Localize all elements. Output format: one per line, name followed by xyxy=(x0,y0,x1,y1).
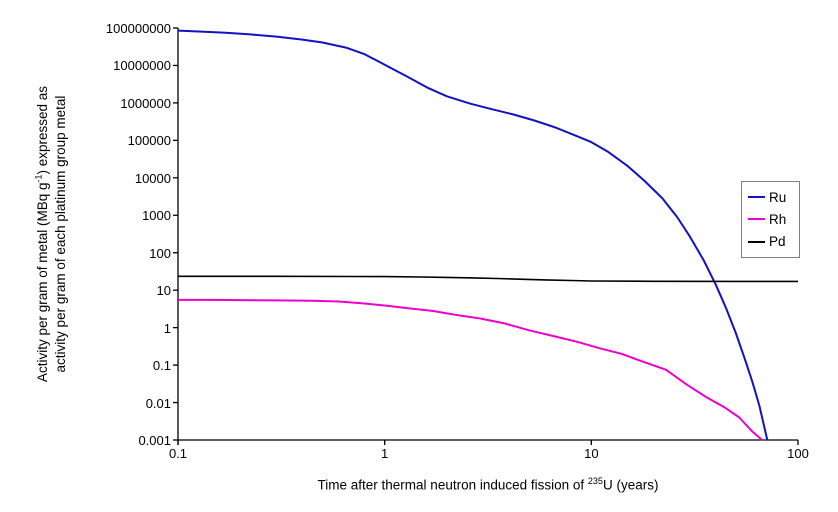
legend-box: Ru Rh Pd xyxy=(741,181,800,258)
superscript-minus1: -1 xyxy=(33,174,43,183)
x-axis-title: Time after thermal neutron induced fissi… xyxy=(317,476,659,493)
ru-curve xyxy=(177,29,769,441)
pd-line-sample xyxy=(748,240,765,243)
y-tick-label: 1000 xyxy=(142,208,171,224)
x-tick-label: 0.1 xyxy=(168,446,188,461)
y-tick-label: 100 xyxy=(149,245,171,261)
y-tick-label: 0.01 xyxy=(145,395,171,411)
rh-line-sample xyxy=(748,218,765,221)
series-curves xyxy=(177,29,798,441)
x-tick-label: 10 xyxy=(584,446,599,461)
y-tick-label: 100000000 xyxy=(105,21,171,36)
axes xyxy=(173,27,799,445)
ru-line-sample xyxy=(748,196,765,199)
legend-entry-pd: Pd xyxy=(748,234,795,249)
y-axis-title-line1: Activity per gram of metal (MBq g-1) exp… xyxy=(33,85,50,383)
y-axis-tick-labels: 100000000 10000000 1000000 100000 10000 1000 1… xyxy=(0,0,171,512)
y-tick-label: 1 xyxy=(163,320,171,336)
y-tick-label: 1000000 xyxy=(120,95,171,111)
y-tick-label: 0.001 xyxy=(138,433,171,448)
legend-label-ru: Ru xyxy=(769,189,787,205)
y-tick-label: 100000 xyxy=(127,133,171,149)
legend-entry-rh: Rh xyxy=(748,212,795,227)
legend-entry-ru: Ru xyxy=(748,190,795,205)
superscript-235: 235 xyxy=(587,476,603,486)
pd-curve xyxy=(178,275,798,283)
x-tick-label: 100 xyxy=(787,446,809,461)
x-axis-tick-labels: 0.1 1 10 100 xyxy=(0,446,838,466)
x-tick-label: 1 xyxy=(381,446,389,461)
y-tick-label: 0.1 xyxy=(152,358,171,374)
legend-label-rh: Rh xyxy=(769,211,787,227)
y-tick-label: 10000000 xyxy=(113,58,171,74)
y-tick-label: 10000 xyxy=(134,170,171,186)
y-axis-title-line2: activity per gram of each platinum group… xyxy=(52,95,68,373)
y-tick-label: 10 xyxy=(156,283,171,299)
legend-label-pd: Pd xyxy=(769,234,786,250)
rh-curve xyxy=(178,298,763,441)
y-axis-title: Activity per gram of metal (MBq g-1) exp… xyxy=(29,4,68,464)
